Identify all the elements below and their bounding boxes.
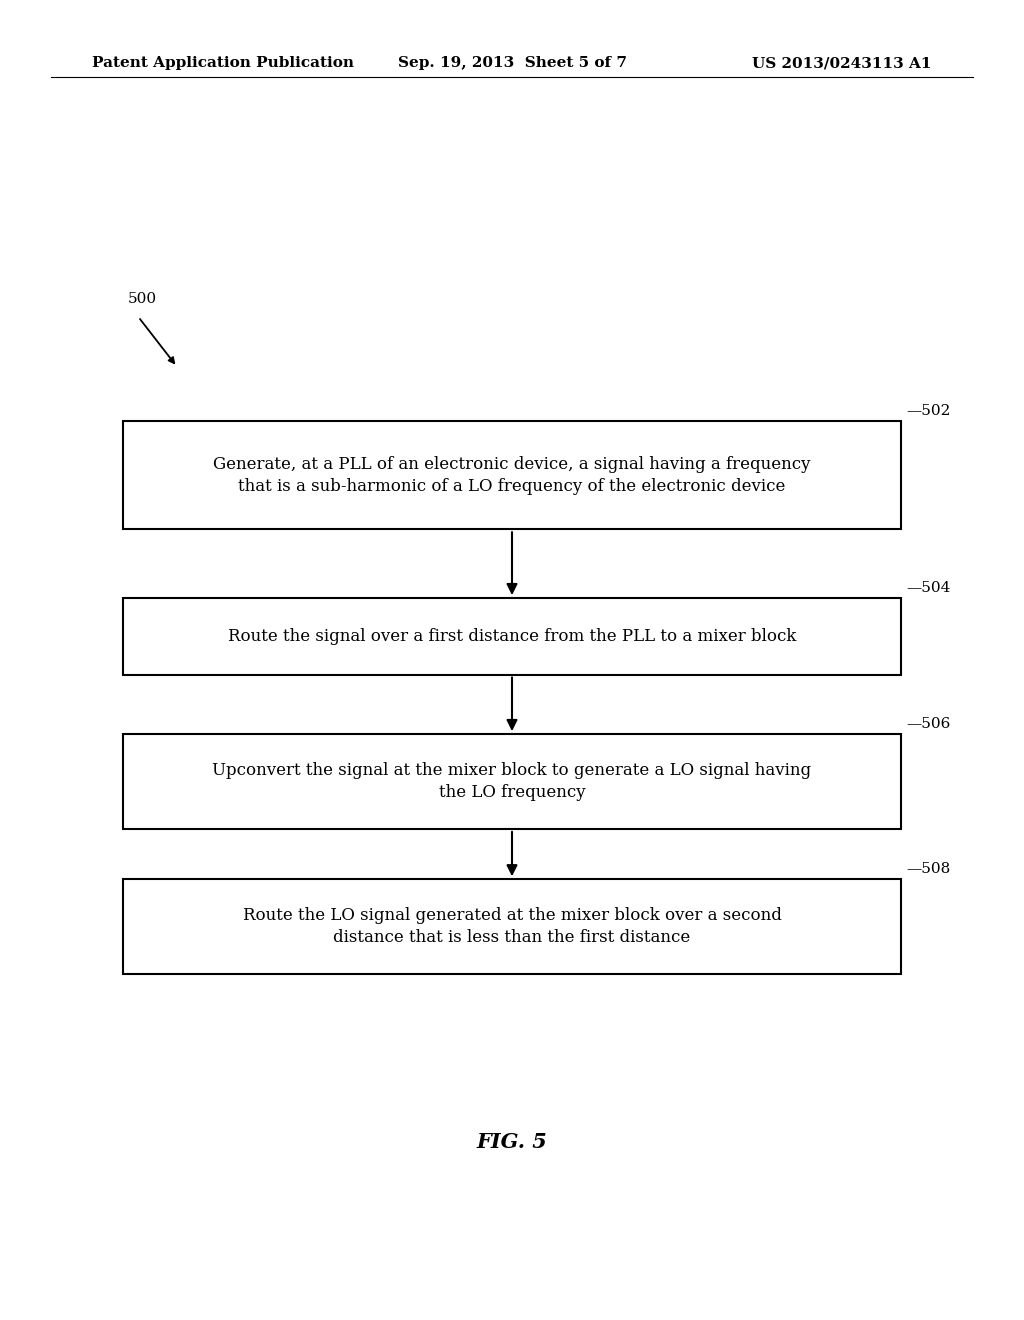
Text: —504: —504	[906, 581, 950, 595]
Text: Upconvert the signal at the mixer block to generate a LO signal having
the LO fr: Upconvert the signal at the mixer block …	[212, 762, 812, 801]
Text: —508: —508	[906, 862, 950, 876]
Text: Sep. 19, 2013  Sheet 5 of 7: Sep. 19, 2013 Sheet 5 of 7	[397, 57, 627, 70]
Text: FIG. 5: FIG. 5	[476, 1131, 548, 1152]
Bar	[123, 598, 901, 675]
Text: US 2013/0243113 A1: US 2013/0243113 A1	[753, 57, 932, 70]
Text: 500: 500	[128, 292, 157, 306]
Bar	[123, 421, 901, 529]
Text: Route the signal over a first distance from the PLL to a mixer block: Route the signal over a first distance f…	[227, 628, 797, 644]
Text: Route the LO signal generated at the mixer block over a second
distance that is : Route the LO signal generated at the mix…	[243, 907, 781, 946]
Text: —502: —502	[906, 404, 950, 418]
Text: Patent Application Publication: Patent Application Publication	[92, 57, 354, 70]
Text: —506: —506	[906, 717, 950, 731]
Bar	[123, 879, 901, 974]
Text: Generate, at a PLL of an electronic device, a signal having a frequency
that is : Generate, at a PLL of an electronic devi…	[213, 455, 811, 495]
Bar	[123, 734, 901, 829]
